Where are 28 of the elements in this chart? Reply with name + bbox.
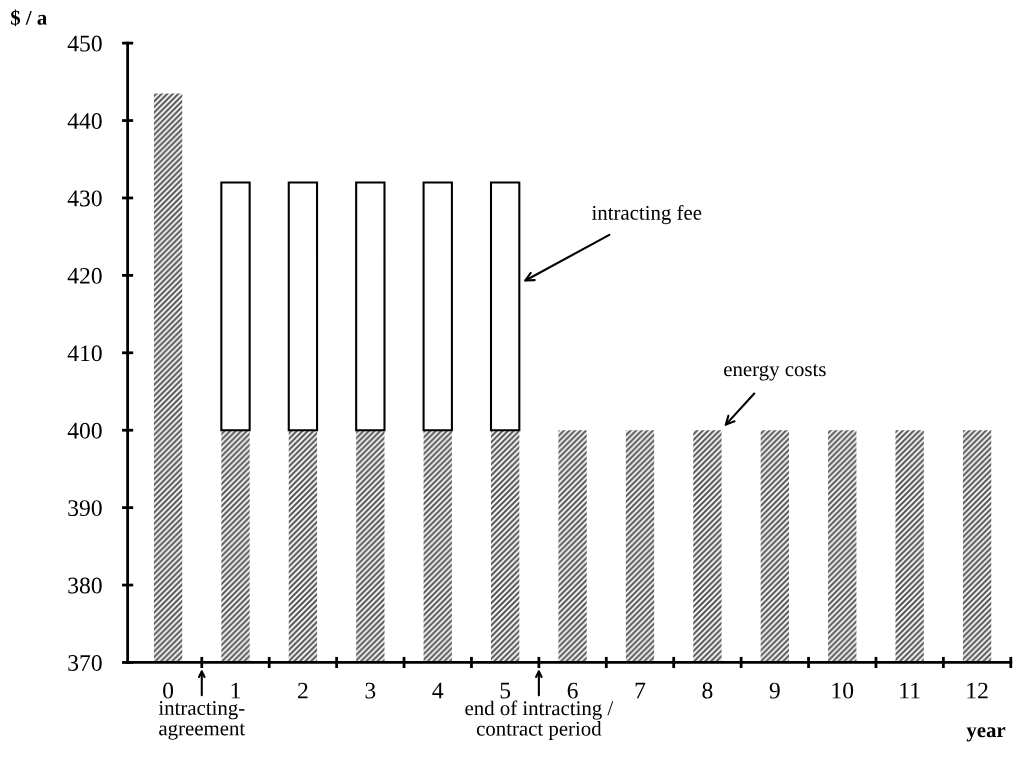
text: intracting fee	[591, 204, 702, 225]
x-tick-label: 3	[365, 682, 376, 699]
x-tick-label: 8	[702, 682, 713, 699]
y-tick-label: 390	[68, 500, 102, 517]
y-tick-label: 400	[67, 422, 102, 439]
y-tick-label: 430	[67, 190, 102, 207]
y-tick-label: 370	[68, 654, 102, 671]
y-tick-label: 420	[67, 267, 102, 284]
y-tick-label: 440	[67, 113, 102, 129]
x-tick-label: 0	[163, 682, 174, 699]
x-axis-title: year	[966, 727, 1006, 742]
y-tick-label: 450	[67, 35, 102, 52]
x-tick-label: 5	[500, 682, 511, 699]
x-tick-label: 2	[298, 682, 308, 699]
text: end of intracting / contract period	[465, 700, 614, 740]
y-tick-label: 410	[67, 345, 102, 362]
x-tick-label: 7	[635, 682, 646, 699]
x-tick-label: 9	[769, 682, 780, 699]
x-tick-label: 12	[967, 682, 988, 699]
x-tick-label: 1	[231, 682, 240, 699]
text: intracting- agreement	[158, 701, 246, 740]
text: energy costs	[724, 364, 826, 381]
x-tick-label: 11	[900, 682, 920, 699]
x-tick-label: 4	[432, 682, 444, 699]
x-tick-label: 10	[832, 682, 854, 699]
y-axis-title: $ / a	[10, 9, 47, 27]
x-tick-label: 6	[567, 682, 578, 699]
y-tick-label: 380	[68, 577, 102, 594]
